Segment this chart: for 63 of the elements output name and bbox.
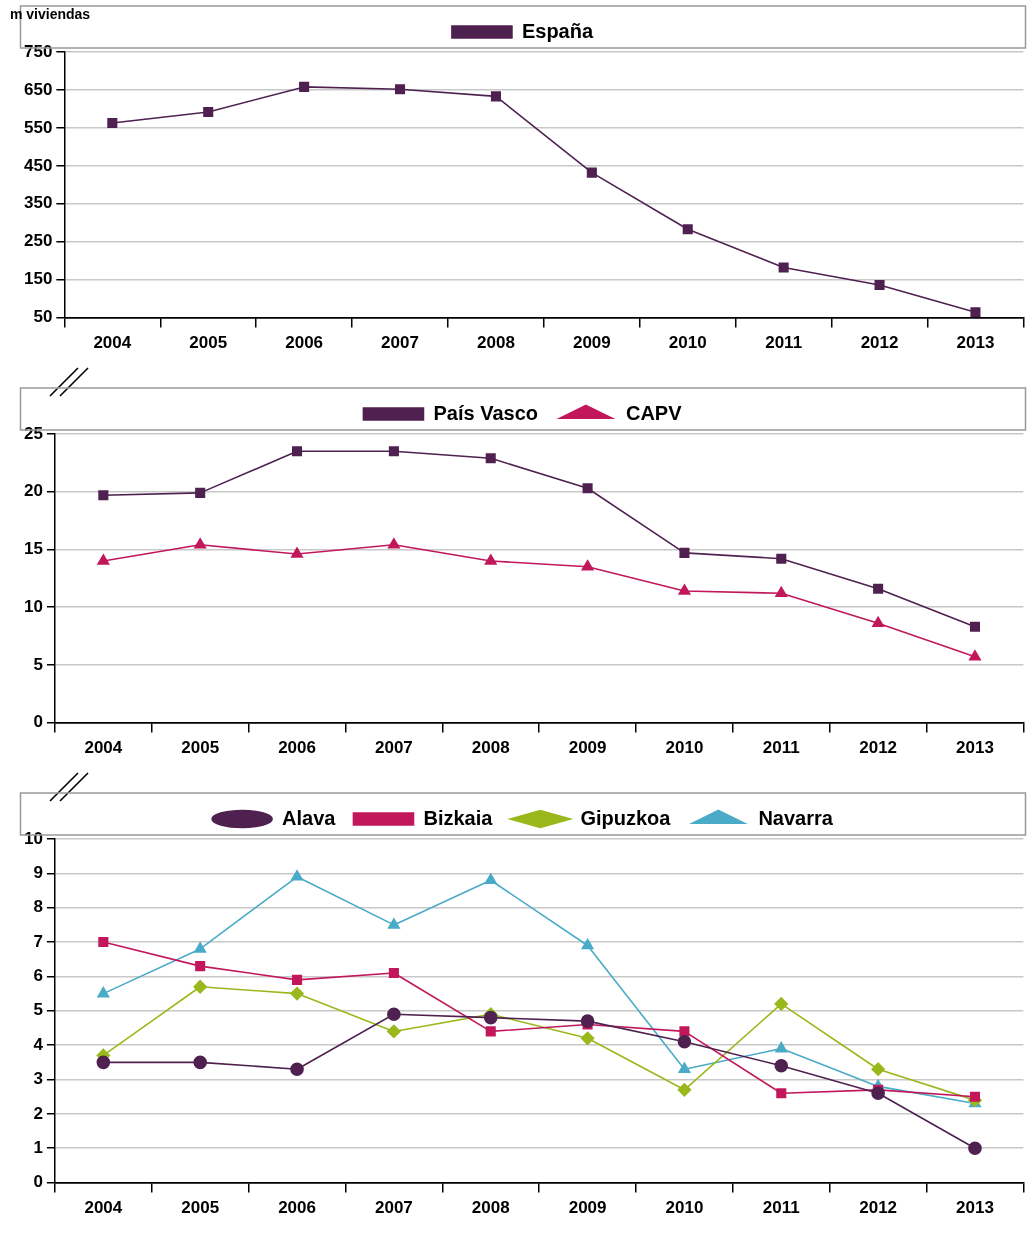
y-tick-label: 0 (33, 712, 43, 732)
y-tick-label: 25 (23, 423, 43, 443)
x-tick-label: 2012 (859, 738, 898, 758)
y-tick-label: 5 (33, 654, 43, 674)
legend-label: País Vasco (433, 401, 538, 424)
x-tick-label: 2006 (278, 738, 316, 758)
x-tick-label: 2011 (762, 738, 800, 758)
y-tick-label: 550 (23, 117, 53, 137)
x-tick-label: 2011 (762, 1198, 800, 1218)
y-tick-label: 750 (23, 41, 53, 61)
x-tick-label: 2009 (572, 333, 611, 353)
y-tick-label: 6 (33, 966, 43, 986)
legend-label: Alava (282, 806, 337, 829)
y-tick-label: 5 (33, 1000, 43, 1020)
x-tick-label: 2008 (471, 738, 510, 758)
x-tick-label: 2004 (84, 1198, 123, 1218)
x-tick-label: 2010 (668, 333, 707, 353)
x-tick-label: 2005 (181, 738, 220, 758)
y-tick-label: 8 (33, 897, 43, 917)
x-tick-label: 2009 (568, 738, 607, 758)
x-tick-label: 2013 (956, 1198, 994, 1218)
y-tick-label: 450 (23, 155, 53, 175)
x-tick-label: 2008 (471, 1198, 510, 1218)
y-tick-label: 250 (23, 231, 53, 251)
x-tick-label: 2004 (84, 738, 123, 758)
y-tick-label: 10 (23, 596, 43, 616)
x-tick-label: 2007 (381, 333, 419, 353)
x-tick-label: 2005 (181, 1198, 220, 1218)
y-axis-title: m viviendas (10, 5, 91, 22)
x-tick-label: 2011 (765, 333, 803, 353)
y-tick-label: 7 (33, 931, 43, 951)
x-tick-label: 2006 (278, 1198, 316, 1218)
legend-label: Gipuzkoa (580, 806, 672, 829)
x-tick-label: 2013 (956, 738, 994, 758)
x-tick-label: 2010 (665, 738, 704, 758)
x-tick-label: 2010 (665, 1198, 704, 1218)
legend-label: CAPV (625, 401, 683, 424)
y-tick-label: 9 (33, 863, 43, 883)
x-tick-label: 2007 (374, 1198, 413, 1218)
x-tick-label: 2009 (568, 1198, 607, 1218)
x-tick-label: 2012 (860, 333, 899, 353)
legend-label: Navarra (758, 806, 834, 829)
y-tick-label: 4 (33, 1034, 44, 1054)
x-tick-label: 2004 (93, 333, 132, 353)
y-tick-label: 15 (23, 539, 43, 559)
y-tick-label: 650 (23, 79, 53, 99)
x-tick-label: 2007 (374, 738, 413, 758)
y-tick-label: 1 (33, 1137, 43, 1157)
y-tick-label: 3 (33, 1069, 43, 1089)
y-tick-label: 20 (23, 481, 43, 501)
x-tick-label: 2006 (285, 333, 324, 353)
y-tick-label: 50 (33, 307, 53, 327)
y-tick-label: 2 (33, 1103, 43, 1123)
legend-label: España (521, 19, 594, 42)
x-tick-label: 2005 (189, 333, 228, 353)
y-tick-label: 0 (33, 1172, 43, 1192)
x-tick-label: 2012 (859, 1198, 898, 1218)
x-tick-label: 2008 (477, 333, 515, 353)
legend-label: Bizkaia (423, 806, 494, 829)
y-tick-label: 150 (23, 269, 53, 289)
y-tick-label: 10 (23, 828, 43, 848)
y-tick-label: 350 (23, 193, 53, 213)
x-tick-label: 2013 (956, 333, 995, 353)
